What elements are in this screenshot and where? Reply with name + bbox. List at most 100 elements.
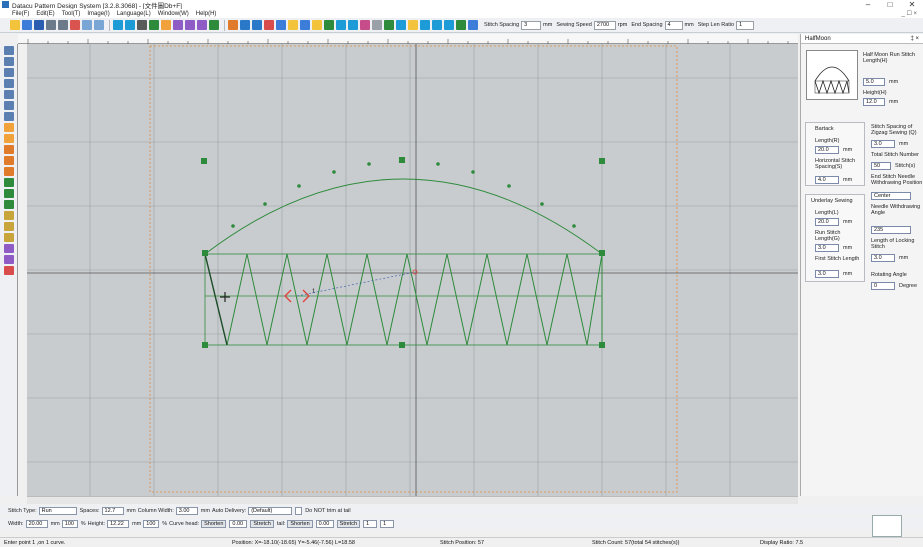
halfmoon-tool-icon[interactable]: [4, 200, 14, 209]
circle-tool-icon[interactable]: [4, 123, 14, 132]
arrow-right-icon[interactable]: [197, 20, 207, 30]
needle-angle-select[interactable]: 235: [871, 226, 911, 234]
total-stitch-input[interactable]: 50: [871, 162, 891, 170]
maximize-button[interactable]: □: [887, 0, 893, 9]
control-handles[interactable]: [201, 157, 605, 348]
horizontal-spacing-input[interactable]: 4.0: [815, 176, 839, 184]
mirror-icon[interactable]: [360, 20, 370, 30]
paste-icon[interactable]: [94, 20, 104, 30]
copy-icon[interactable]: [82, 20, 92, 30]
text-tool-icon[interactable]: [4, 167, 14, 176]
height-input[interactable]: 12.0: [863, 98, 885, 106]
delete-tool-icon[interactable]: [4, 266, 14, 275]
cut-icon[interactable]: [70, 20, 80, 30]
locking-stitch-input[interactable]: 3.0: [871, 254, 895, 262]
rotate-icon[interactable]: [372, 20, 382, 30]
menu-language[interactable]: Language(L): [116, 10, 151, 17]
tail-shorten-input[interactable]: 0.00: [315, 519, 334, 528]
export-icon[interactable]: [420, 20, 430, 30]
bartack-tool-icon[interactable]: [4, 189, 14, 198]
ungroup-icon[interactable]: [396, 20, 406, 30]
underlay-length-input[interactable]: 20.0: [815, 218, 839, 226]
head-stretch-button[interactable]: Stretch: [250, 519, 274, 528]
first-stitch-input[interactable]: 3.0: [815, 270, 839, 278]
halfmoon-run-input[interactable]: 5.0: [863, 78, 885, 86]
rectangle-icon[interactable]: [125, 20, 135, 30]
fill-tool-icon[interactable]: [4, 222, 14, 231]
end-spacing-input[interactable]: 4: [664, 20, 683, 30]
node-tool-icon[interactable]: [4, 57, 14, 66]
node-icon[interactable]: [173, 20, 183, 30]
fill-icon[interactable]: [288, 20, 298, 30]
save-icon[interactable]: [34, 20, 44, 30]
auto-delivery-select[interactable]: (Default): [248, 506, 293, 515]
arc-icon[interactable]: [161, 20, 171, 30]
sewing-speed-input[interactable]: 2700: [593, 20, 616, 30]
menu-edit[interactable]: Edit(E): [36, 10, 55, 17]
fit-icon[interactable]: [312, 20, 322, 30]
machine-icon[interactable]: [408, 20, 418, 30]
print-icon[interactable]: [444, 20, 454, 30]
height-percent-input[interactable]: 100: [143, 519, 160, 528]
ellipse-tool-icon[interactable]: [4, 134, 14, 143]
measure-tool-icon[interactable]: [4, 233, 14, 242]
spaces-input[interactable]: 12.7: [101, 506, 124, 515]
menu-file[interactable]: File(F): [12, 10, 30, 17]
grid-icon[interactable]: [252, 20, 262, 30]
tail-shorten-button[interactable]: Shorten: [287, 519, 313, 528]
column-width-input[interactable]: 3.00: [175, 506, 198, 515]
new-file-icon[interactable]: [10, 20, 20, 30]
polygon-tool-icon[interactable]: [4, 145, 14, 154]
stitch-type-select[interactable]: Run: [38, 506, 77, 515]
menu-window[interactable]: Window(W): [157, 10, 189, 17]
polyline-tool-icon[interactable]: [4, 79, 14, 88]
halfmoon-arc[interactable]: [204, 178, 603, 255]
shape-icon[interactable]: [209, 20, 219, 30]
zoom-icon[interactable]: [300, 20, 310, 30]
zigzag-icon[interactable]: [228, 20, 238, 30]
redo-icon[interactable]: [58, 20, 68, 30]
menu-image[interactable]: Image(I): [87, 10, 110, 17]
minimize-button[interactable]: –: [865, 0, 871, 9]
open-icon[interactable]: [22, 20, 32, 30]
mdi-controls[interactable]: _ ☐ ×: [901, 11, 917, 17]
circle-icon[interactable]: [137, 20, 147, 30]
height-input[interactable]: 12.22: [107, 519, 130, 528]
stitch-icon[interactable]: [240, 20, 250, 30]
rotating-angle-input[interactable]: 0: [871, 282, 895, 290]
undo-icon[interactable]: [46, 20, 56, 30]
menu-help[interactable]: Help(H): [195, 10, 217, 17]
canvas-drawing[interactable]: 1: [27, 44, 798, 496]
select-icon[interactable]: [276, 20, 286, 30]
tail-stretch-button[interactable]: Stretch: [336, 519, 361, 528]
pattern-icon[interactable]: [324, 20, 334, 30]
settings-icon[interactable]: [468, 20, 478, 30]
align-icon[interactable]: [336, 20, 346, 30]
width-percent-input[interactable]: 100: [61, 519, 78, 528]
curve-tool-icon[interactable]: [4, 90, 14, 99]
stitch-spacing-input[interactable]: 3: [521, 20, 542, 30]
zigzag-spacing-input[interactable]: 3.0: [871, 140, 895, 148]
delete-icon[interactable]: [264, 20, 274, 30]
arc-tool-icon[interactable]: [4, 101, 14, 110]
trim-tool-icon[interactable]: [4, 244, 14, 253]
head-shorten-button[interactable]: Shorten: [201, 519, 227, 528]
step-len-ratio-input[interactable]: 1: [736, 20, 755, 30]
zoom-navigator-icon[interactable]: [872, 515, 902, 537]
rectangle-tool-icon[interactable]: [4, 112, 14, 121]
pointer-tool-icon[interactable]: [4, 46, 14, 55]
menu-tool[interactable]: Tool(T): [61, 10, 81, 17]
do-not-trim-checkbox[interactable]: [295, 506, 303, 515]
satin-tool-icon[interactable]: [4, 211, 14, 220]
line-icon[interactable]: [113, 20, 123, 30]
group-icon[interactable]: [384, 20, 394, 30]
horizontal-scrollbar[interactable]: [27, 496, 798, 504]
end-stitch-select[interactable]: Center: [871, 192, 911, 200]
line-tool-icon[interactable]: [4, 68, 14, 77]
import-icon[interactable]: [432, 20, 442, 30]
width-input[interactable]: 20.00: [25, 519, 48, 528]
distribute-icon[interactable]: [348, 20, 358, 30]
bartack-length-input[interactable]: 20.0: [815, 146, 839, 154]
close-button[interactable]: ✕: [908, 0, 916, 9]
design-canvas[interactable]: 1: [27, 44, 798, 496]
